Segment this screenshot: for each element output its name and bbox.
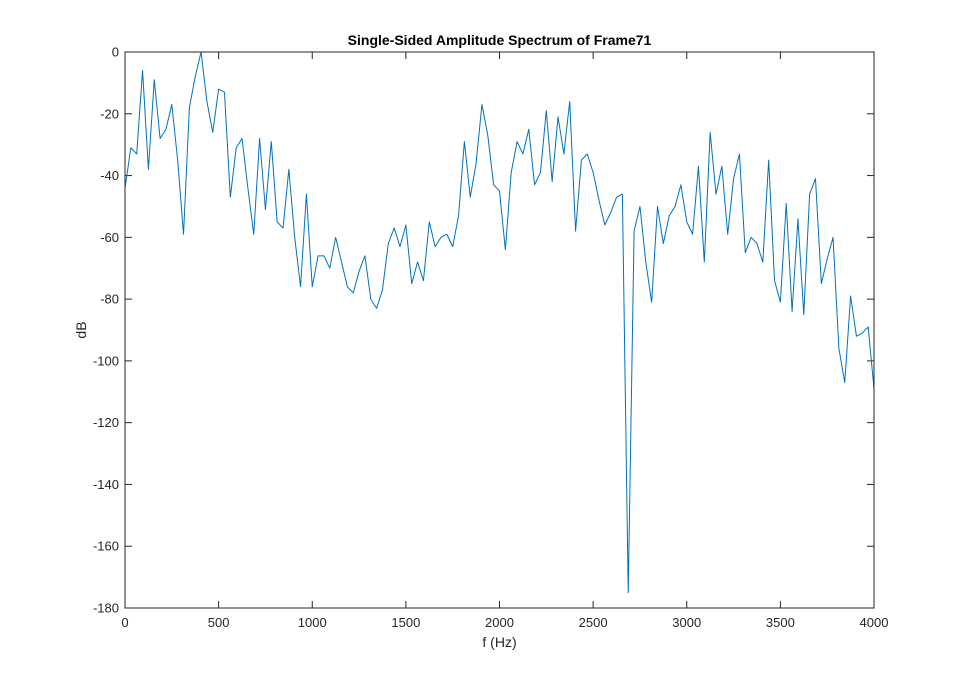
x-tick-label: 2000 — [485, 615, 514, 630]
axes-box — [124, 51, 875, 609]
y-axis-label: dB — [73, 321, 89, 338]
x-tick-label: 4000 — [860, 615, 889, 630]
y-tick-label: -80 — [100, 292, 119, 307]
y-tick-label: -180 — [93, 601, 119, 616]
y-tick-label: -40 — [100, 168, 119, 183]
x-axis-ticks: 0 500 1000 1500 2000 2500 3000 3500 4000 — [121, 52, 888, 630]
x-tick-label: 500 — [208, 615, 230, 630]
x-tick-label: 2500 — [579, 615, 608, 630]
chart-title: Single-Sided Amplitude Spectrum of Frame… — [348, 32, 652, 48]
x-tick-label: 1000 — [298, 615, 327, 630]
x-tick-label: 0 — [121, 615, 128, 630]
x-tick-label: 3500 — [766, 615, 795, 630]
y-tick-label: -20 — [100, 106, 119, 121]
x-tick-label: 3000 — [672, 615, 701, 630]
y-tick-label: -160 — [93, 539, 119, 554]
y-tick-label: 0 — [112, 45, 119, 60]
y-tick-label: -120 — [93, 415, 119, 430]
axes-background — [125, 52, 874, 608]
x-tick-label: 1500 — [391, 615, 420, 630]
x-axis-label: f (Hz) — [482, 634, 516, 650]
y-axis-ticks: 0 -20 -40 -60 -80 -100 -120 -140 -160 -180 — [93, 45, 874, 616]
spectrum-line — [124, 51, 875, 594]
y-tick-label: -140 — [93, 477, 119, 492]
y-tick-label: -60 — [100, 230, 119, 245]
y-tick-label: -100 — [93, 353, 119, 368]
